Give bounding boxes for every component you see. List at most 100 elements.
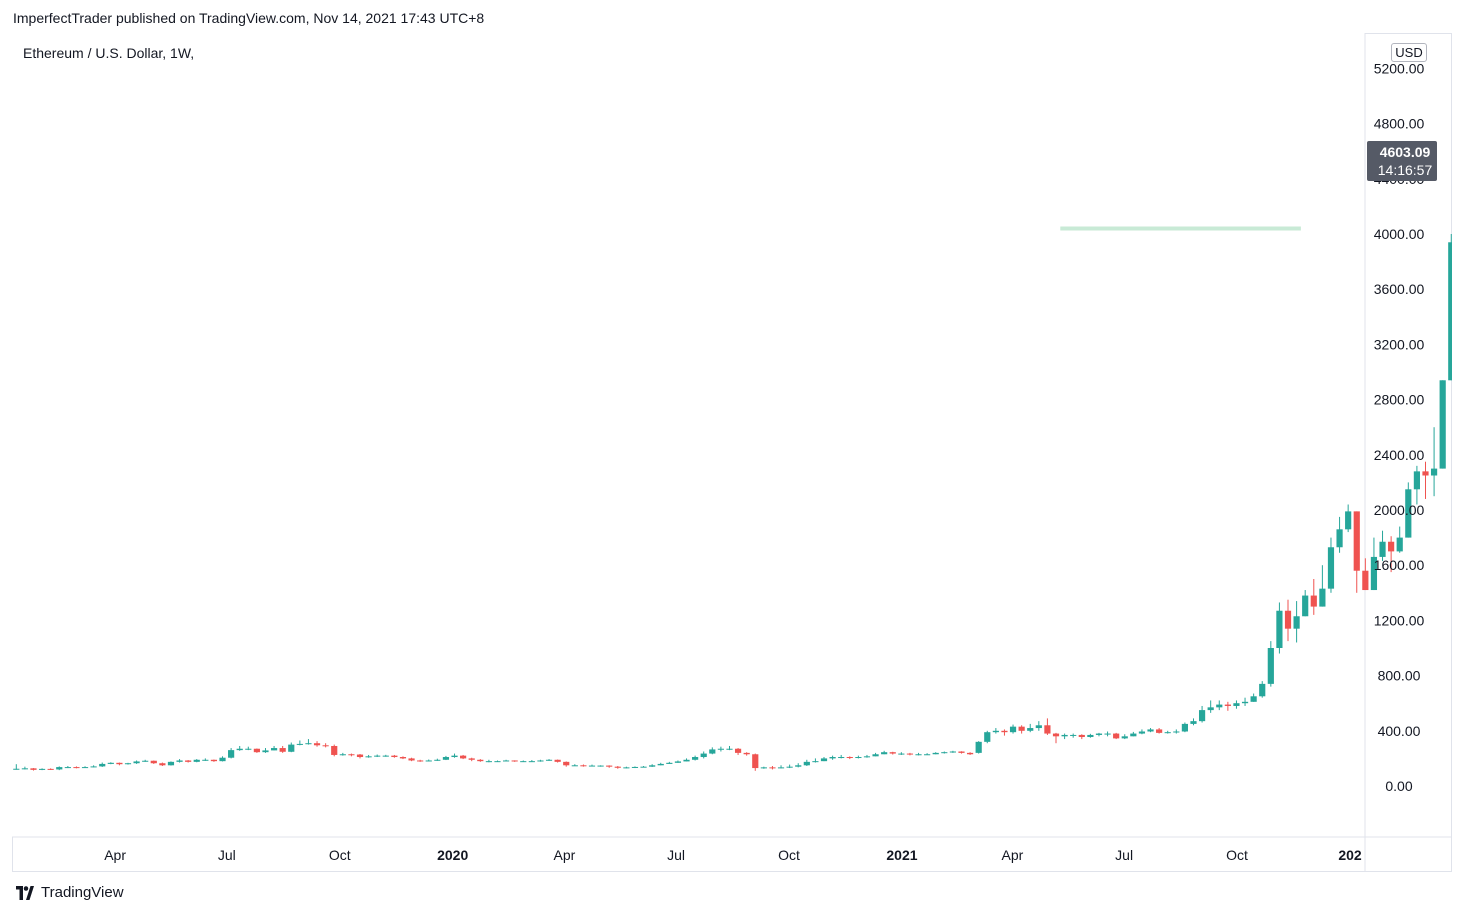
candle [717, 746, 724, 752]
time-tick-label: Jul [218, 847, 236, 863]
candle-body [245, 748, 252, 750]
candle-body [1430, 468, 1438, 476]
candle [434, 758, 441, 761]
candle-body [56, 767, 63, 770]
candle-body [1095, 733, 1103, 735]
plot-area[interactable] [12, 33, 1365, 837]
candlestick-chart[interactable]: 0.00 400.00 800.00 1200.00 1600.00 2000.00 240… [12, 33, 1452, 872]
candle-body [924, 754, 931, 756]
candle [992, 728, 999, 734]
candle-body [760, 767, 767, 769]
candle [494, 760, 501, 763]
candle [700, 751, 707, 759]
candle [21, 766, 28, 770]
symbol-title[interactable]: Ethereum / U.S. Dollar, 1W, [23, 45, 195, 61]
currency-button[interactable]: USD [1391, 43, 1427, 62]
candle [1121, 734, 1128, 740]
tradingview-brand[interactable]: TradingView [13, 884, 124, 901]
candle-countdown: 14:16:57 [1378, 162, 1433, 178]
candle-body [571, 765, 578, 767]
candle-body [795, 765, 802, 767]
time-axis[interactable]: Apr Jul Oct 2020 Apr Jul Oct 2021 Apr Jul Oct 202 [104, 847, 1362, 863]
candle-body [30, 768, 37, 770]
candle-body [1147, 729, 1154, 732]
candle [924, 753, 931, 756]
candle [1302, 590, 1309, 617]
candle-body [657, 763, 664, 766]
candle [331, 744, 338, 757]
candle [554, 759, 561, 763]
candle [949, 750, 956, 753]
candle [262, 748, 269, 753]
candle-body [1259, 683, 1266, 697]
candle-body [1138, 731, 1146, 734]
candle-body [1413, 471, 1420, 490]
candle-body [984, 732, 991, 742]
candle [451, 753, 458, 758]
candle [958, 751, 965, 754]
candles-layer [13, 234, 1452, 771]
price-tick-label: 3200.00 [1374, 336, 1425, 352]
candle [1430, 427, 1438, 497]
candle-body [829, 757, 836, 759]
candle [709, 747, 716, 755]
candle [1035, 721, 1042, 731]
candle-body [1439, 380, 1446, 469]
candle [1267, 641, 1274, 687]
candle [1293, 601, 1300, 643]
candle-body [1353, 511, 1360, 571]
candle [855, 755, 862, 759]
candle-body [743, 752, 750, 755]
candle [872, 752, 879, 757]
candle [1379, 530, 1386, 562]
candle [623, 766, 630, 769]
candle [734, 748, 742, 755]
candle [193, 759, 200, 763]
candle-body [1336, 529, 1343, 548]
candle [1044, 718, 1051, 735]
time-tick-label: 2021 [886, 847, 917, 863]
candle [1138, 729, 1146, 735]
candle [1113, 732, 1120, 740]
candle [485, 759, 492, 763]
candle [1104, 731, 1111, 737]
candle-body [580, 765, 587, 767]
candle-body [803, 761, 810, 766]
candle-body [528, 761, 535, 763]
candle [1396, 526, 1403, 553]
candle [606, 765, 613, 768]
candle [313, 741, 321, 747]
candle-body [1388, 541, 1395, 552]
candle-body [588, 765, 596, 767]
candle [786, 764, 793, 769]
candle [1259, 681, 1266, 698]
candle [666, 761, 673, 764]
candle-body [176, 760, 183, 762]
candle [219, 756, 226, 762]
candle-body [425, 760, 432, 762]
candle [777, 765, 785, 769]
candle [511, 760, 518, 762]
candle [1327, 537, 1335, 593]
candle [1164, 730, 1171, 734]
time-tick-label: 2020 [437, 847, 468, 863]
candle-body [408, 758, 415, 761]
candle-body [1061, 734, 1068, 737]
time-tick-label: 202 [1338, 847, 1362, 863]
candle-body [477, 759, 484, 762]
candle-body [975, 741, 982, 753]
candle-body [142, 760, 149, 762]
candle [142, 759, 149, 762]
candle [588, 764, 596, 767]
candle-body [150, 760, 157, 764]
candle-body [623, 767, 630, 769]
brand-name: TradingView [41, 884, 124, 901]
candle [1095, 732, 1103, 737]
candle-body [752, 754, 759, 769]
candle [73, 766, 80, 769]
candle [356, 753, 364, 759]
candle [365, 754, 372, 758]
candle [966, 752, 974, 755]
candle-body [537, 760, 544, 762]
candle-body [296, 743, 303, 745]
